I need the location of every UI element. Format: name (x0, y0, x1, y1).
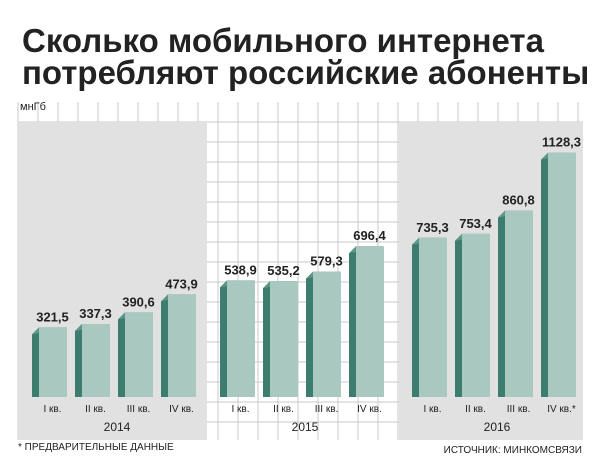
category-label: IV кв.* (547, 404, 576, 415)
category-label: II кв. (85, 404, 106, 415)
bar (548, 152, 576, 397)
category-label: III кв. (507, 404, 531, 415)
bar-value-label: 390,6 (122, 294, 155, 309)
bar-value-label: 753,4 (459, 216, 492, 231)
bar (356, 246, 384, 397)
bar (419, 237, 447, 397)
bar-side (118, 312, 125, 397)
chart-title-line-1: Сколько мобильного интернета (22, 22, 545, 59)
bar-side (412, 237, 419, 397)
year-label: 2015 (292, 420, 319, 434)
chart-title-line-2: потребляют российские абоненты (22, 54, 589, 91)
bar-value-label: 860,8 (502, 193, 535, 208)
category-label: I кв. (43, 404, 61, 415)
bar-value-label: 1128,3 (542, 135, 581, 150)
bar (313, 271, 341, 397)
y-axis-unit-label: мнГб (20, 101, 46, 113)
category-label: II кв. (273, 404, 294, 415)
year-label: 2016 (484, 420, 511, 434)
source-note: ИСТОЧНИК: МИНКОМСВЯЗИ (444, 445, 582, 456)
category-label: III кв. (315, 404, 339, 415)
category-label: I кв. (231, 404, 249, 415)
bar (462, 233, 490, 397)
bar (168, 294, 196, 397)
category-label: II кв. (465, 404, 486, 415)
bar-value-label: 473,9 (165, 276, 198, 291)
bar (82, 323, 110, 397)
bar (227, 280, 255, 397)
bar-side (455, 233, 462, 397)
bar (505, 210, 533, 397)
bar-side (161, 294, 168, 397)
labels-layer: 321,5 I кв. 337,3 II кв. 390,6 III кв. 473,9 IV… (36, 135, 581, 434)
bar-side (75, 323, 82, 397)
bar (125, 312, 153, 397)
bar-side (263, 281, 270, 397)
category-label: I кв. (423, 404, 441, 415)
bar-value-label: 535,2 (267, 263, 300, 278)
bar-value-label: 321,5 (36, 309, 69, 324)
bar-value-label: 735,3 (416, 220, 449, 235)
footnote: * ПРЕДВАРИТЕЛЬНЫЕ ДАННЫЕ (18, 442, 174, 453)
bar-side (541, 152, 548, 397)
bar (270, 281, 298, 397)
category-label: IV кв. (357, 404, 382, 415)
bar-value-label: 337,3 (79, 306, 112, 321)
bar (39, 327, 67, 397)
category-label: III кв. (127, 404, 151, 415)
bar-side (306, 271, 313, 397)
bar-value-label: 696,4 (353, 228, 386, 243)
bar-side (32, 327, 39, 397)
category-label: IV кв. (169, 404, 194, 415)
bar-value-label: 579,3 (310, 254, 343, 269)
bars-layer (32, 152, 576, 397)
bar-value-label: 538,9 (224, 262, 257, 277)
bar-side (498, 210, 505, 397)
bar-side (220, 280, 227, 397)
bar-side (349, 246, 356, 397)
year-label: 2014 (104, 420, 131, 434)
